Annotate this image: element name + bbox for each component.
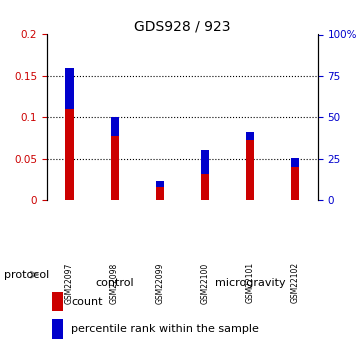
Bar [156,181,164,200]
Bar [110,117,119,200]
Text: count: count [71,297,103,307]
Bar [246,132,254,140]
Text: microgravity: microgravity [215,278,285,288]
Bar [52,292,63,311]
Bar [156,181,164,187]
Bar [201,150,209,200]
Bar [65,68,74,109]
Text: GSM22102: GSM22102 [291,262,300,304]
Text: GSM22098: GSM22098 [110,262,119,304]
Bar [291,158,299,167]
Bar [65,68,74,200]
Bar [291,158,299,200]
Title: GDS928 / 923: GDS928 / 923 [134,19,231,33]
Text: GSM22100: GSM22100 [200,262,209,304]
Bar [110,117,119,136]
Bar [246,132,254,200]
Bar [201,150,209,174]
Text: GSM22099: GSM22099 [155,262,164,304]
Text: GSM22097: GSM22097 [65,262,74,304]
Text: percentile rank within the sample: percentile rank within the sample [71,324,259,334]
Text: protocol: protocol [4,270,49,279]
Text: control: control [95,278,134,288]
Text: GSM22101: GSM22101 [245,262,255,304]
Bar [52,319,63,339]
